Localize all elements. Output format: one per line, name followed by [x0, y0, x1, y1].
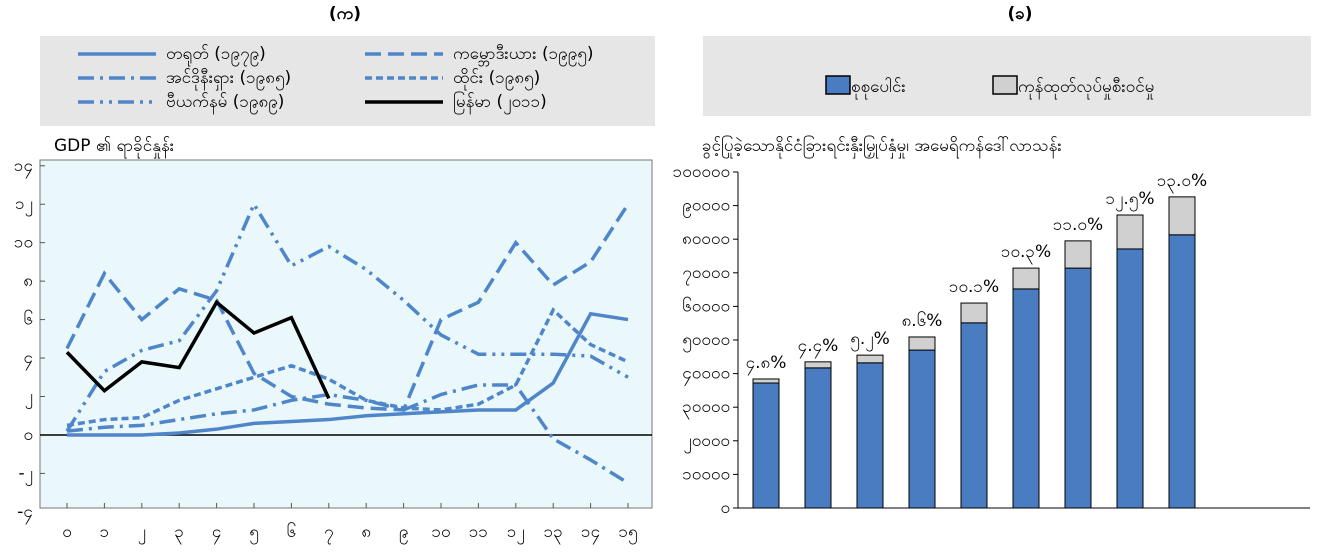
legend-label: ဗီယက်နမ် (၁၉၈၉): [166, 92, 284, 115]
y-tick-label: ၇၀၀၀၀: [682, 263, 730, 286]
bar-segment: [856, 354, 884, 364]
x-tick-label: ၇: [324, 522, 334, 545]
x-tick-label: ၀: [62, 522, 72, 542]
y-tick-label: ၈: [23, 271, 33, 291]
y-tick-label: ၁၀: [14, 233, 33, 253]
bar-segment: [856, 362, 884, 509]
x-tick-label: ၁၀: [431, 522, 450, 542]
series-line: [65, 203, 630, 412]
x-tick-label: ၁၂: [507, 522, 525, 545]
bar-segment: [1168, 196, 1196, 236]
bar-segment: [804, 361, 832, 369]
series-line: [66, 383, 629, 485]
y-tick-label: ၄၀၀၀၀: [682, 364, 730, 387]
bar-segment: [908, 349, 936, 509]
y-tick-label: ၆: [23, 309, 33, 330]
x-tick-label: ၁: [100, 522, 110, 542]
y-tick-label: ၈၀၀၀၀: [682, 229, 730, 249]
bar-segment: [752, 382, 780, 509]
x-tick-label: ၁၁: [469, 522, 488, 542]
y-tick-label: ၉၀၀၀၀: [682, 196, 730, 219]
legend-label: စုစုပေါင်း: [851, 76, 906, 100]
legend-swatch: [992, 75, 1018, 95]
x-tick-label: ၆: [287, 521, 297, 542]
x-tick-label: ၈: [361, 522, 371, 542]
bar-segment: [960, 302, 988, 324]
series-line: [65, 299, 331, 400]
y-tick-label: ၂၀၀၀၀: [683, 431, 730, 454]
data-label: ၁၀.၁%: [949, 277, 999, 297]
y-axis-label: GDP ၏ ရာခိုင်နှုန်း: [54, 135, 174, 159]
data-label: ၁၃.၀%: [1157, 171, 1207, 194]
plot-area: [39, 159, 653, 509]
legend-label: ထိုင်း (၁၉၈၅): [453, 68, 540, 91]
data-label: ၄.၄%: [798, 336, 839, 359]
bar-segment: [1168, 234, 1196, 509]
bar-segment: [804, 367, 832, 509]
y-tick-label: -၄: [17, 502, 33, 525]
x-tick-label: ၁၄: [581, 522, 600, 545]
legend-swatch: [825, 75, 851, 95]
y-tick-label: ၁၀၀၀၀၀: [673, 162, 730, 182]
bar-segment: [960, 322, 988, 509]
x-tick-label: ၉: [399, 522, 409, 545]
data-label: ၈.၆%: [902, 310, 943, 331]
y-tick-label: ၁၀၀၀၀: [682, 464, 730, 484]
bar-segment: [1012, 267, 1040, 290]
bar-segment: [1116, 214, 1144, 250]
data-label: ၄.၈%: [746, 353, 787, 376]
y-tick-label: ၀: [720, 498, 730, 518]
bar-segment: [1064, 240, 1092, 269]
y-tick-label: ၃၀၀၀၀: [682, 397, 730, 420]
data-label: ၅.၂%: [850, 329, 889, 352]
y-axis-label: ခွင့်ပြုခဲ့သောနိုင်ငံခြားရင်းနှီးမြှုပ်န…: [702, 134, 1062, 159]
chart-title: (ခ): [1007, 4, 1032, 24]
y-tick-label: -၂: [19, 463, 34, 486]
data-label: ၁၁.၀%: [1053, 215, 1103, 235]
series-line: [65, 200, 629, 433]
legend-label: ကုန်ထုတ်လုပ်မှုစီးဝင်မှု: [1018, 77, 1154, 100]
y-tick-label: ၂: [25, 386, 33, 409]
bar-segment: [1012, 288, 1040, 509]
y-tick-label: ၆၀၀၀၀: [682, 295, 730, 316]
bar-segment: [1064, 267, 1092, 509]
x-tick-label: ၁၃: [544, 522, 563, 545]
data-label: ၁၀.၃%: [1001, 242, 1051, 265]
bar-segment: [908, 336, 936, 351]
x-tick-label: ၅: [249, 522, 259, 545]
legend-label: တရုတ် (၁၉၇၉): [166, 44, 266, 67]
x-tick-label: ၃: [174, 522, 184, 545]
series-line: [67, 311, 629, 437]
y-tick-label: ၁၂: [15, 194, 33, 217]
chart-title: (က): [329, 4, 361, 24]
x-tick-label: ၄: [212, 522, 222, 545]
x-tick-label: ၁၅: [618, 522, 637, 545]
bar-segment: [1116, 248, 1144, 509]
x-tick-label: ၂: [138, 522, 146, 545]
bar-segment: [752, 378, 780, 384]
legend-label: မြန်မာ (၂၀၁၁): [453, 90, 547, 115]
legend-box: [40, 36, 655, 126]
y-tick-label: ၁၄: [14, 156, 33, 179]
y-tick-label: ၅၀၀၀၀: [682, 330, 730, 353]
legend-label: အင်ဒိုနီးရှား (၁၉၈၅): [166, 68, 291, 91]
y-tick-label: ၀: [23, 425, 33, 445]
y-tick-label: ၄: [23, 348, 33, 371]
legend-label: ကမ္ဘောဒီးယား (၁၉၉၅): [453, 44, 593, 67]
data-label: ၁၂.၅%: [1105, 189, 1154, 212]
